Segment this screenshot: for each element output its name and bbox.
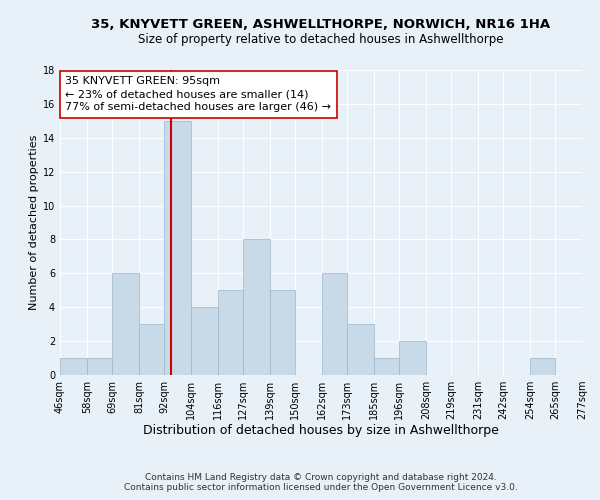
- Bar: [87, 358, 112, 375]
- Bar: [347, 324, 374, 375]
- Bar: [399, 341, 426, 375]
- Y-axis label: Number of detached properties: Number of detached properties: [29, 135, 38, 310]
- Bar: [374, 358, 399, 375]
- Bar: [164, 121, 191, 375]
- Text: Contains HM Land Registry data © Crown copyright and database right 2024.: Contains HM Land Registry data © Crown c…: [145, 472, 497, 482]
- Text: 35, KNYVETT GREEN, ASHWELLTHORPE, NORWICH, NR16 1HA: 35, KNYVETT GREEN, ASHWELLTHORPE, NORWIC…: [91, 18, 551, 30]
- Bar: [112, 274, 139, 375]
- Text: 35 KNYVETT GREEN: 95sqm
← 23% of detached houses are smaller (14)
77% of semi-de: 35 KNYVETT GREEN: 95sqm ← 23% of detache…: [65, 76, 331, 112]
- Bar: [60, 358, 87, 375]
- Bar: [218, 290, 243, 375]
- X-axis label: Distribution of detached houses by size in Ashwellthorpe: Distribution of detached houses by size …: [143, 424, 499, 436]
- Bar: [139, 324, 164, 375]
- Bar: [270, 290, 295, 375]
- Bar: [243, 240, 270, 375]
- Bar: [322, 274, 347, 375]
- Text: Size of property relative to detached houses in Ashwellthorpe: Size of property relative to detached ho…: [138, 32, 504, 46]
- Text: Contains public sector information licensed under the Open Government Licence v3: Contains public sector information licen…: [124, 482, 518, 492]
- Bar: [530, 358, 555, 375]
- Bar: [191, 307, 218, 375]
